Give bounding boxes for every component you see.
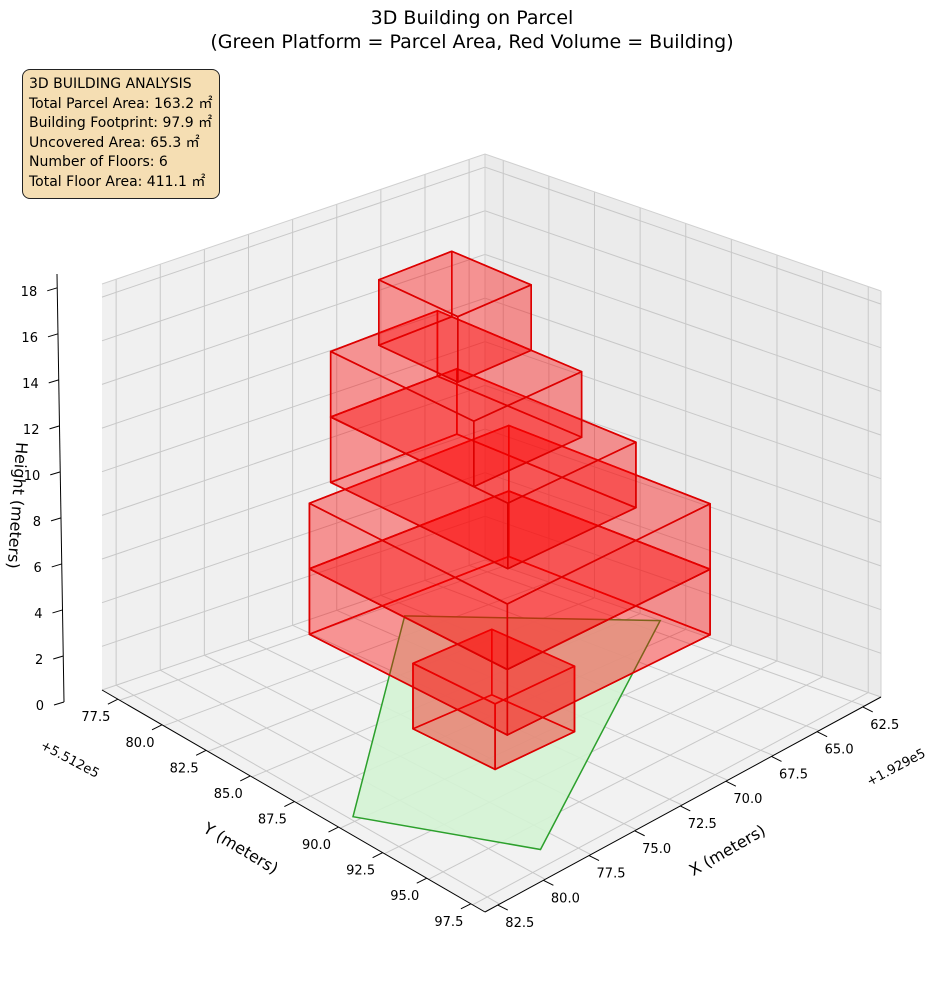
x-tick	[725, 780, 737, 787]
y-tick-label: 85.0	[214, 787, 243, 802]
building-face	[377, 250, 533, 318]
info-footprint: Building Footprint: 97.9 ㎡	[29, 115, 213, 131]
building-floor	[412, 628, 576, 771]
y-tick	[107, 698, 119, 705]
y-tick	[240, 775, 251, 782]
grid-line-y-floor	[115, 684, 500, 905]
z-tick-label: 10	[24, 469, 41, 484]
z-tick-label: 14	[22, 377, 39, 392]
y-tick-label: 82.5	[170, 761, 199, 776]
info-floor-area: Total Floor Area: 411.1 ㎡	[29, 173, 206, 190]
info-parcel-area: Total Parcel Area: 163.2 ㎡	[29, 95, 213, 112]
grid-line-x-floor	[472, 692, 869, 906]
info-floors: Number of Floors: 6	[29, 154, 168, 170]
z-tick	[47, 333, 59, 338]
building-face	[412, 628, 576, 705]
z-tick-label: 2	[35, 653, 43, 668]
z-axis-line	[56, 273, 65, 703]
y-tick	[416, 877, 427, 884]
y-tick	[151, 724, 163, 731]
back-right-pane	[485, 154, 881, 697]
building-face	[329, 309, 583, 423]
z-tick	[53, 701, 65, 706]
title-line: 3D Building on Parcel	[370, 7, 574, 29]
y-tick-label: 95.0	[390, 889, 419, 904]
x-axis-line	[484, 696, 882, 913]
y-axis-line	[101, 689, 486, 913]
axis-lines	[56, 273, 882, 913]
z-tick	[50, 517, 62, 522]
z-axis-title: Height (meters)	[4, 441, 32, 569]
y-tick	[460, 903, 472, 910]
building-floor	[308, 424, 711, 671]
grid-line-x-floor	[163, 581, 550, 727]
back-left-pane	[102, 154, 485, 690]
y-tick	[284, 801, 295, 807]
x-tick	[816, 731, 828, 738]
y-tick	[328, 826, 339, 833]
x-tick-label: 67.5	[779, 767, 808, 782]
grid-line-y-floor	[160, 669, 546, 880]
y-tick	[195, 749, 207, 756]
x-tick-label: 80.0	[551, 891, 580, 906]
building-face	[308, 424, 711, 605]
y-tick-label: 97.5	[434, 915, 463, 930]
z-tick	[52, 609, 63, 614]
chart-title: 3D Building on Parcel (Green Platform = …	[0, 6, 944, 54]
x-tick-label: 75.0	[642, 842, 671, 857]
x-tick	[543, 879, 554, 886]
z-tick-label: 12	[23, 423, 40, 438]
subtitle-line: (Green Platform = Parcel Area, Red Volum…	[210, 31, 734, 53]
data-marks	[308, 250, 711, 851]
building-floor	[329, 309, 583, 488]
y-tick-label: 90.0	[302, 838, 331, 853]
z-tick-label: 6	[33, 561, 41, 576]
x-tick	[771, 755, 782, 762]
y-tick-label: 87.5	[258, 813, 287, 828]
info-heading: 3D BUILDING ANALYSIS	[29, 76, 192, 92]
y-tick-label: 77.5	[81, 710, 110, 725]
x-tick	[680, 805, 691, 812]
z-tick-label: 8	[33, 515, 41, 530]
grid-line-x-floor	[428, 676, 823, 880]
x-offset-label: +1.929e5	[864, 746, 928, 789]
y-tick-label: 80.0	[126, 736, 155, 751]
x-tick-label: 70.0	[733, 792, 762, 807]
x-tick	[588, 855, 600, 861]
x-tick-label: 72.5	[688, 817, 717, 832]
z-tick	[50, 471, 61, 476]
y-offset-label: +5.512e5	[38, 738, 102, 781]
z-tick	[47, 287, 58, 292]
z-tick-label: 0	[36, 699, 44, 714]
x-tick-label: 82.5	[505, 916, 534, 931]
z-tick	[51, 563, 62, 568]
x-tick	[634, 830, 645, 837]
z-tick-label: 16	[21, 331, 38, 346]
z-tick	[49, 425, 60, 430]
grid-line-y-floor	[468, 564, 865, 707]
x-tick	[497, 904, 508, 911]
x-tick-label: 62.5	[870, 718, 899, 733]
z-tick-label: 18	[21, 285, 38, 300]
info-uncovered: Uncovered Area: 65.3 ㎡	[29, 134, 200, 151]
x-tick-label: 77.5	[597, 867, 626, 882]
x-tick	[862, 706, 873, 713]
x-tick-label: 65.0	[825, 743, 854, 758]
building-floor	[308, 490, 711, 736]
building-floor	[377, 250, 533, 383]
y-tick-label: 92.5	[346, 864, 375, 879]
y-tick	[372, 852, 383, 859]
info-box: 3D BUILDING ANALYSIS Total Parcel Area: …	[22, 69, 220, 199]
z-tick-label: 4	[34, 607, 42, 622]
z-tick	[48, 379, 59, 384]
z-tick	[53, 655, 64, 660]
